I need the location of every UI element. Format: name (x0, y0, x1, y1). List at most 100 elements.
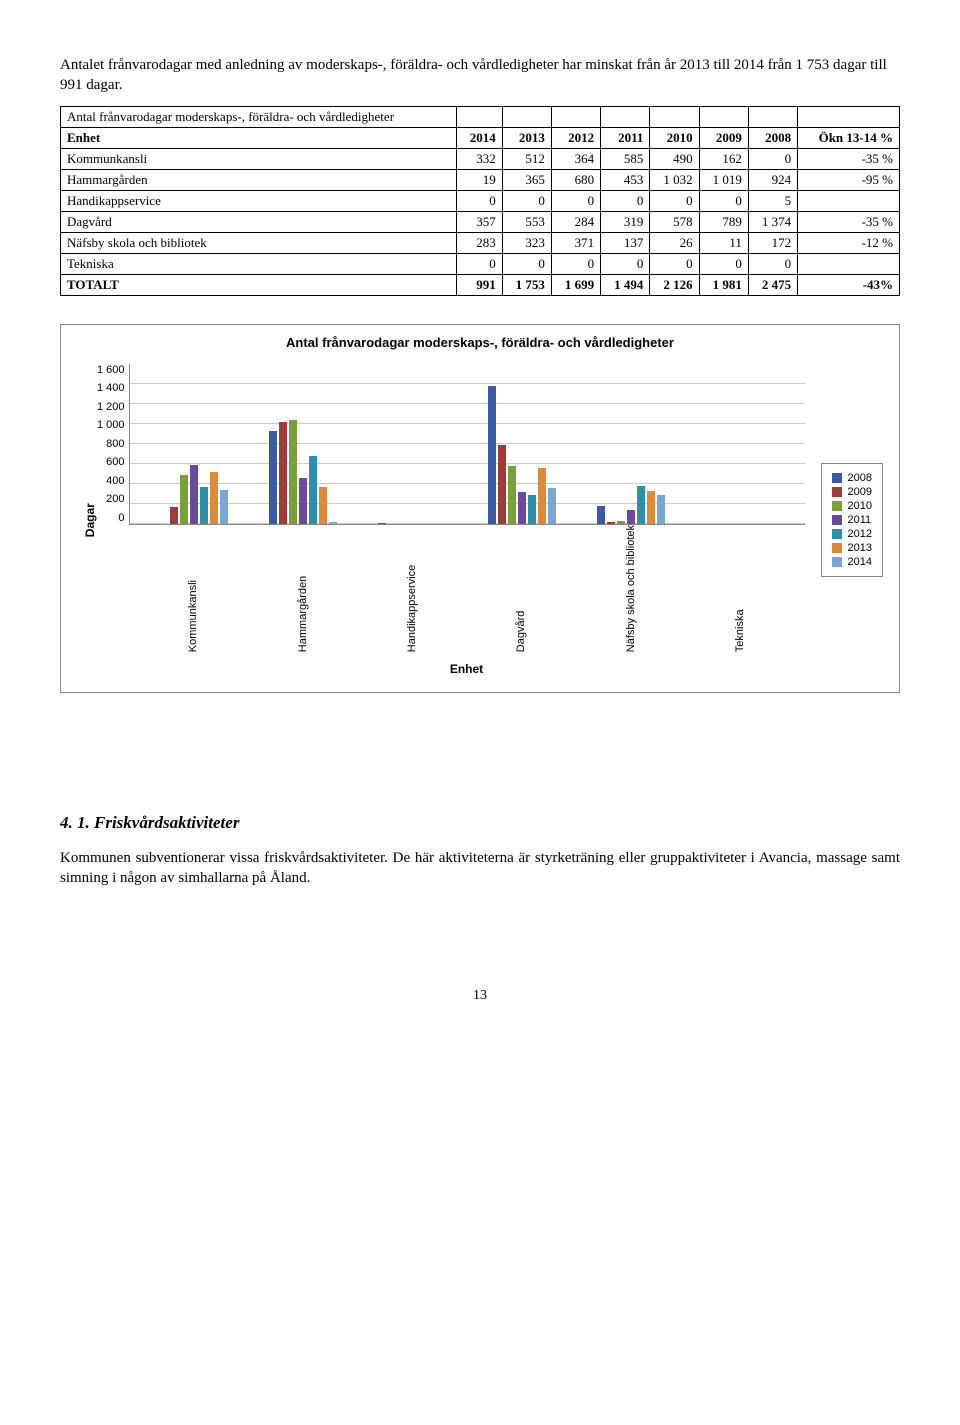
cell-value: 0 (650, 253, 699, 274)
bar (647, 491, 655, 523)
y-tick: 1 400 (97, 382, 125, 394)
bar (289, 420, 297, 523)
cell-value: 2 126 (650, 274, 699, 295)
legend-label: 2014 (848, 556, 872, 568)
table-row: Kommunkansli3325123645854901620-35 % (61, 148, 900, 169)
cell-value: 319 (601, 211, 650, 232)
bar (617, 521, 625, 524)
col-year: 2012 (551, 127, 600, 148)
cell-okn: -12 % (798, 232, 900, 253)
legend-item: 2008 (832, 472, 872, 484)
cell-value: 453 (601, 169, 650, 190)
cell-value: 490 (650, 148, 699, 169)
bar (329, 522, 337, 524)
bar (528, 495, 536, 523)
bar (657, 495, 665, 523)
bar (508, 466, 516, 524)
bar (637, 486, 645, 523)
chart-container: Antal frånvarodagar moderskaps-, föräldr… (60, 324, 900, 693)
cell-value: 357 (457, 211, 502, 232)
bar (518, 492, 526, 524)
cell-value: 19 (457, 169, 502, 190)
table-row: Hammargården193656804531 0321 019924-95 … (61, 169, 900, 190)
y-tick: 1 200 (97, 401, 125, 413)
cell-value: 26 (650, 232, 699, 253)
cell-value: 0 (457, 253, 502, 274)
legend-label: 2013 (848, 542, 872, 554)
row-name: Handikappservice (61, 190, 457, 211)
bar (538, 468, 546, 523)
bar (627, 510, 635, 524)
legend-swatch (832, 501, 842, 511)
y-tick: 600 (106, 456, 124, 468)
cell-okn: -95 % (798, 169, 900, 190)
col-year: 2010 (650, 127, 699, 148)
bar (309, 456, 317, 524)
cell-okn (798, 190, 900, 211)
bar-group (576, 364, 685, 524)
cell-value: 1 699 (551, 274, 600, 295)
cell-value: 680 (551, 169, 600, 190)
col-year: 2011 (601, 127, 650, 148)
bar-group (467, 364, 576, 524)
cell-value: 0 (457, 190, 502, 211)
bar (190, 465, 198, 524)
cell-value: 283 (457, 232, 502, 253)
intro-paragraph: Antalet frånvarodagar med anledning av m… (60, 55, 900, 96)
cell-value: 0 (748, 148, 797, 169)
cell-value: 2 475 (748, 274, 797, 295)
col-year: 2009 (699, 127, 748, 148)
col-enhet: Enhet (61, 127, 457, 148)
table-totals-row: TOTALT9911 7531 6991 4942 1261 9812 475-… (61, 274, 900, 295)
bar (200, 487, 208, 523)
cell-value: 1 019 (699, 169, 748, 190)
bar (607, 522, 615, 523)
col-year: 2013 (502, 127, 551, 148)
bar (210, 472, 218, 523)
x-tick-label: Handikappservice (406, 525, 418, 656)
table-row: Näfsby skola och bibliotek28332337113726… (61, 232, 900, 253)
legend-swatch (832, 557, 842, 567)
cell-value: 332 (457, 148, 502, 169)
cell-value: 284 (551, 211, 600, 232)
legend-item: 2011 (832, 514, 872, 526)
x-tick-label: Kommunkansli (187, 525, 199, 656)
data-table: Antal frånvarodagar moderskaps-, föräldr… (60, 106, 900, 296)
cell-value: 371 (551, 232, 600, 253)
cell-value: 1 032 (650, 169, 699, 190)
bar-group (685, 364, 794, 524)
y-tick: 400 (106, 475, 124, 487)
cell-value: 162 (699, 148, 748, 169)
y-axis-label: Dagar (77, 364, 97, 676)
x-axis-labels: Kommunkansli Hammargården Handikappservice… (129, 525, 805, 656)
legend-item: 2010 (832, 500, 872, 512)
col-year: 2008 (748, 127, 797, 148)
row-name: Tekniska (61, 253, 457, 274)
bar (498, 445, 506, 524)
bar (488, 386, 496, 523)
legend-label: 2010 (848, 500, 872, 512)
cell-value: 585 (601, 148, 650, 169)
cell-value: 1 374 (748, 211, 797, 232)
legend-item: 2013 (832, 542, 872, 554)
x-tick-label: Hammargården (297, 525, 309, 656)
bar (299, 478, 307, 523)
col-year: 2014 (457, 127, 502, 148)
cell-value: 578 (650, 211, 699, 232)
cell-value: 512 (502, 148, 551, 169)
cell-value: 0 (650, 190, 699, 211)
cell-value: 789 (699, 211, 748, 232)
table-row: Dagvård3575532843195787891 374-35 % (61, 211, 900, 232)
cell-value: 365 (502, 169, 551, 190)
cell-value: 924 (748, 169, 797, 190)
cell-value: 1 753 (502, 274, 551, 295)
cell-value: 0 (551, 190, 600, 211)
bar (378, 523, 386, 524)
row-name: Hammargården (61, 169, 457, 190)
legend-label: 2009 (848, 486, 872, 498)
cell-okn (798, 253, 900, 274)
page-number: 13 (60, 988, 900, 1004)
bar-group (358, 364, 467, 524)
cell-value: 172 (748, 232, 797, 253)
chart-legend: 2008200920102011201220132014 (821, 463, 883, 577)
